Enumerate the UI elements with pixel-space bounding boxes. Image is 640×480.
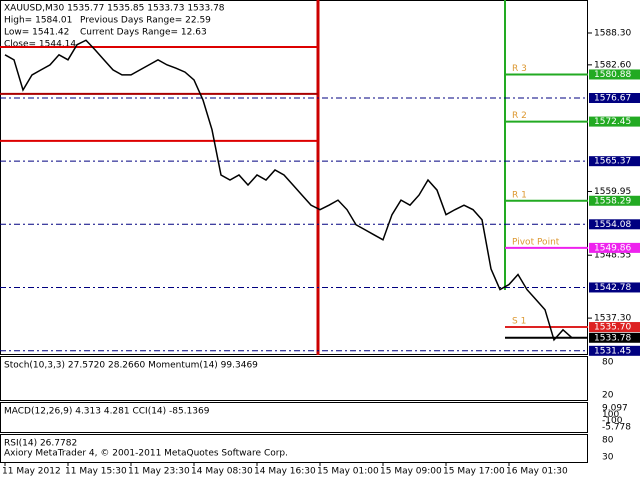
level-label: 1549.86 — [594, 243, 631, 253]
footer: Axiory MetaTrader 4, © 2001-2011 MetaQuo… — [4, 449, 288, 459]
x-tick-label: 11 May 15:30 — [65, 467, 127, 477]
info-text: Current Days Range= 12.63 — [80, 28, 207, 38]
info-text: Low= 1541.42 — [4, 28, 69, 38]
y-tick-label: 1537.30 — [594, 314, 631, 324]
pivot-name: R 1 — [512, 190, 527, 200]
panel-tick: 80 — [602, 358, 614, 368]
level-label: 1554.08 — [594, 220, 631, 230]
level-label: 1531.45 — [594, 346, 631, 356]
level-label-bg — [589, 195, 640, 206]
y-tick-label: 1582.60 — [594, 60, 631, 70]
level-label: 1558.29 — [594, 196, 631, 206]
level-label-bg — [589, 219, 640, 230]
level-label-bg — [589, 156, 640, 167]
level-label-bg — [589, 322, 640, 333]
panel-title: Stoch(10,3,3) 27.5720 28.2660 Momentum(1… — [4, 361, 258, 371]
chart-title: XAUUSD,M30 1535.77 1535.85 1533.73 1533.… — [4, 4, 225, 14]
panel-tick: -5.778 — [602, 423, 631, 433]
level-label: 1535.70 — [594, 323, 631, 333]
pivot-name: R 2 — [512, 111, 527, 121]
macd-frame — [0, 402, 588, 433]
level-label-bg — [589, 93, 640, 104]
panel-tick: 9.097 — [602, 404, 628, 414]
level-label-bg — [589, 242, 640, 253]
rsi-frame — [0, 434, 588, 463]
level-label-bg — [589, 345, 640, 356]
level-label-bg — [589, 69, 640, 80]
x-tick-label: 15 May 17:00 — [443, 467, 505, 477]
level-label-bg — [589, 332, 640, 343]
level-label-bg — [589, 282, 640, 293]
x-tick-label: 11 May 23:30 — [128, 467, 190, 477]
panel-tick: 100 — [602, 410, 619, 420]
panel-tick: 80 — [602, 436, 614, 446]
level-label: 1533.78 — [594, 333, 631, 343]
panel-tick: 20 — [602, 391, 614, 401]
panel-title: MACD(12,26,9) 4.313 4.281 CCI(14) -85.13… — [4, 407, 210, 417]
main-frame — [0, 0, 588, 355]
level-label: 1576.67 — [594, 94, 631, 104]
x-tick-label: 15 May 01:00 — [317, 467, 379, 477]
info-text: Close= 1544.14 — [4, 40, 76, 50]
pivot-name: Pivot Point — [512, 237, 560, 247]
x-tick-label: 14 May 16:30 — [254, 467, 316, 477]
info-text: High= 1584.01 — [4, 16, 72, 26]
x-tick-label: 14 May 08:30 — [191, 467, 253, 477]
panel-tick: 30 — [602, 453, 614, 463]
price-line — [4, 39, 573, 342]
level-label: 1542.78 — [594, 283, 631, 293]
y-tick-label: 1588.30 — [594, 28, 631, 38]
stoch-frame — [0, 356, 588, 401]
panel-tick: -100 — [602, 416, 623, 426]
x-tick-label: 15 May 09:00 — [380, 467, 442, 477]
level-label: 1565.37 — [594, 157, 631, 167]
level-label: 1580.88 — [594, 70, 631, 80]
x-tick-label: 11 May 2012 — [2, 467, 61, 477]
pivot-name: R 3 — [512, 64, 527, 74]
info-text: Previous Days Range= 22.59 — [80, 16, 211, 26]
y-tick-label: 1548.55 — [594, 251, 631, 261]
y-tick-label: 1559.95 — [594, 187, 631, 197]
pivot-name: S 1 — [512, 317, 526, 327]
x-tick-label: 16 May 01:30 — [506, 467, 568, 477]
level-label: 1572.45 — [594, 117, 631, 127]
level-label-bg — [589, 116, 640, 127]
panel-title: RSI(14) 26.7782 — [4, 439, 77, 449]
